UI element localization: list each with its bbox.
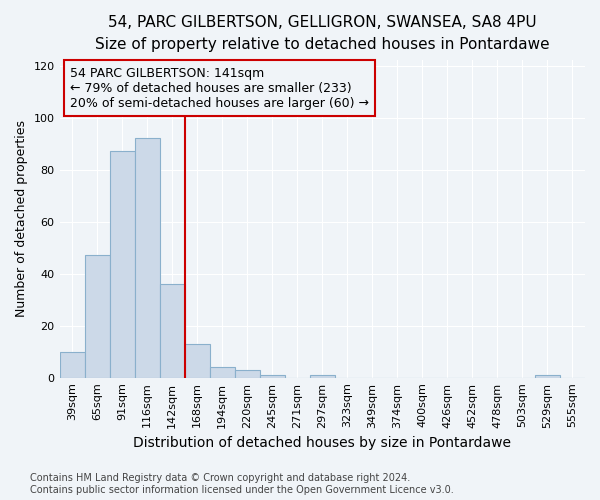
Bar: [260, 375, 285, 378]
Bar: [85, 256, 110, 378]
Bar: [185, 344, 209, 378]
Bar: [59, 352, 85, 378]
Title: 54, PARC GILBERTSON, GELLIGRON, SWANSEA, SA8 4PU
Size of property relative to de: 54, PARC GILBERTSON, GELLIGRON, SWANSEA,…: [95, 15, 550, 52]
X-axis label: Distribution of detached houses by size in Pontardawe: Distribution of detached houses by size …: [133, 436, 511, 450]
Bar: [110, 152, 134, 378]
Bar: [535, 375, 560, 378]
Bar: [209, 368, 235, 378]
Bar: [310, 375, 335, 378]
Bar: [235, 370, 260, 378]
Y-axis label: Number of detached properties: Number of detached properties: [15, 120, 28, 318]
Bar: [134, 138, 160, 378]
Text: 54 PARC GILBERTSON: 141sqm
← 79% of detached houses are smaller (233)
20% of sem: 54 PARC GILBERTSON: 141sqm ← 79% of deta…: [70, 66, 369, 110]
Bar: [160, 284, 185, 378]
Text: Contains HM Land Registry data © Crown copyright and database right 2024.
Contai: Contains HM Land Registry data © Crown c…: [30, 474, 454, 495]
